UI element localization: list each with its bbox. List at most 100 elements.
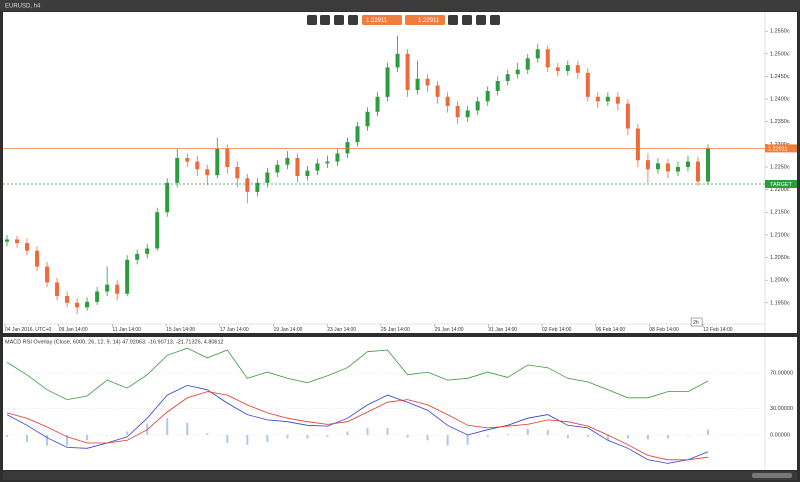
candle-body <box>415 78 420 91</box>
candle-body <box>165 182 170 213</box>
candle-body <box>295 157 300 177</box>
histogram-bar <box>166 418 169 436</box>
histogram-bar <box>346 431 349 436</box>
histogram-bar <box>526 428 529 436</box>
zoom-button[interactable] <box>307 15 317 25</box>
candle-body <box>255 182 260 192</box>
candle-body <box>645 160 650 170</box>
candle-body <box>365 111 370 127</box>
candle-body <box>475 101 480 111</box>
candle-body <box>345 142 350 154</box>
timeframe-badge: 2h <box>693 320 699 326</box>
histogram-bar <box>26 435 29 443</box>
x-tick-label: 19 Jan 14:00 <box>274 327 303 333</box>
x-tick-label: 29 Jan 14:00 <box>435 327 464 333</box>
histogram-bar <box>546 429 549 436</box>
sell-price: 1.22911 <box>366 18 388 24</box>
chart-type-button[interactable] <box>334 15 344 25</box>
toolbar: 1.22911 1.22911 <box>307 15 500 25</box>
current-price-label: 1.22911 <box>768 146 787 152</box>
scroll-thumb[interactable] <box>752 473 792 478</box>
histogram-bar <box>626 435 629 439</box>
grid-button[interactable] <box>448 15 458 25</box>
y-tick-label: 1.2150c <box>770 210 790 216</box>
x-tick-label: 08 Feb 14:00 <box>649 327 679 333</box>
candle-body <box>215 148 220 176</box>
candle-body <box>45 266 50 283</box>
candle-body <box>685 161 690 167</box>
candle-body <box>135 253 140 260</box>
candle-body <box>565 65 570 72</box>
snapshot-button[interactable] <box>476 15 486 25</box>
candle-body <box>275 164 280 173</box>
candle-body <box>535 49 540 59</box>
indicator-tick-label: 0.00000 <box>770 432 790 438</box>
x-tick-label: 06 Feb 14:00 <box>596 327 626 333</box>
candle-body <box>125 259 130 294</box>
candle-body <box>695 161 700 182</box>
y-tick-label: 1.2100c <box>770 232 790 238</box>
candle-body <box>635 128 640 161</box>
histogram-bar <box>406 435 409 438</box>
histogram-bar <box>486 435 489 437</box>
candle-body <box>425 78 430 86</box>
candle-body <box>355 126 360 143</box>
buy-button[interactable] <box>405 15 445 25</box>
trade-button[interactable] <box>490 15 500 25</box>
x-tick-label: 25 Jan 14:00 <box>381 327 410 333</box>
candle-body <box>5 239 9 242</box>
candle-body <box>706 148 710 182</box>
histogram-bar <box>707 429 709 436</box>
indicator-line <box>6 384 709 464</box>
histogram-bar <box>106 435 109 436</box>
histogram-bar <box>386 427 389 436</box>
scrollbar[interactable] <box>3 471 797 480</box>
timeframe-badge-box <box>690 317 703 327</box>
histogram-bar <box>246 435 249 445</box>
candle-body <box>505 74 510 81</box>
histogram-bar <box>606 435 609 441</box>
candle-body <box>385 67 390 97</box>
histogram-bar <box>206 433 209 436</box>
x-tick-label: 23 Jan 14:00 <box>327 327 356 333</box>
histogram-bar <box>86 435 89 441</box>
y-tick-label: 1.2250c <box>770 164 790 170</box>
main-panel <box>3 12 797 333</box>
candle-body <box>105 284 110 292</box>
histogram-bar <box>326 435 329 437</box>
candle-body <box>155 212 160 249</box>
candle-body <box>305 170 310 177</box>
indicator-line <box>6 347 709 401</box>
histogram-bar <box>226 435 229 443</box>
histogram-bar <box>586 435 589 437</box>
x-tick-label: 12 Feb 14:00 <box>703 327 733 333</box>
y-tick-label: 1.2450c <box>770 74 790 80</box>
y-tick-label: 1.2500c <box>770 51 790 57</box>
y-tick-label: 1.1950c <box>770 300 790 306</box>
candle-body <box>435 85 440 97</box>
candle-body <box>25 243 30 251</box>
sell-button[interactable] <box>362 15 402 25</box>
buy-price: 1.22911 <box>418 18 440 24</box>
candle-body <box>615 96 620 104</box>
y-tick-label: 1.2550c <box>770 29 790 35</box>
candle-body <box>395 53 400 68</box>
candle-body <box>265 172 270 183</box>
indicators-button[interactable] <box>348 15 358 25</box>
candle-body <box>55 282 60 297</box>
candle-body <box>95 291 100 302</box>
candle-body <box>85 301 90 308</box>
candle-body <box>375 96 380 112</box>
candle-body <box>495 80 500 91</box>
candle-body <box>515 69 520 75</box>
histogram-bar <box>126 431 129 436</box>
candle-body <box>485 90 490 102</box>
settings-button[interactable] <box>462 15 472 25</box>
crosshair-button[interactable] <box>320 15 330 25</box>
histogram-bar <box>186 422 189 436</box>
candle-body <box>605 96 610 102</box>
y-tick-label: 1.2400c <box>770 97 790 103</box>
candle-body <box>665 163 670 172</box>
histogram-bar <box>666 435 669 439</box>
candle-body <box>15 239 20 244</box>
